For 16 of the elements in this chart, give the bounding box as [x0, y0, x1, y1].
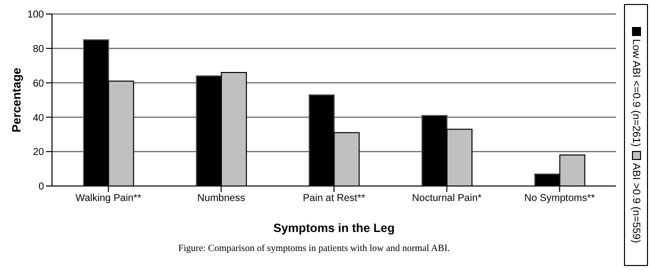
y-tick-label: 40	[32, 112, 44, 124]
x-tick-label: Nocturnal Pain*	[412, 193, 482, 204]
text: Figure: Comparison of symptoms in patients with low and normal ABI.	[177, 244, 451, 254]
y-tick-label: 100	[27, 10, 44, 21]
x-tick-label: Numbness	[197, 193, 246, 204]
y-tick-label: 60	[32, 78, 44, 90]
legend-label: Low ABI <=0.9 (n=261)	[630, 39, 642, 147]
x-tick-label: Pain at Rest**	[302, 193, 366, 204]
y-tick-label: 0	[38, 182, 44, 193]
x-tick-label: Walking Pain**	[76, 193, 142, 204]
x-tick-label: No Symptoms**	[524, 193, 595, 204]
y-tick-label: 20	[32, 147, 44, 158]
y-axis-title: Percentage	[9, 67, 24, 132]
legend-label: ABI >0.9 (n=559)	[630, 162, 642, 243]
y-tick-label: 80	[32, 44, 44, 55]
x-axis-title: Symptoms in the Leg	[273, 221, 395, 235]
